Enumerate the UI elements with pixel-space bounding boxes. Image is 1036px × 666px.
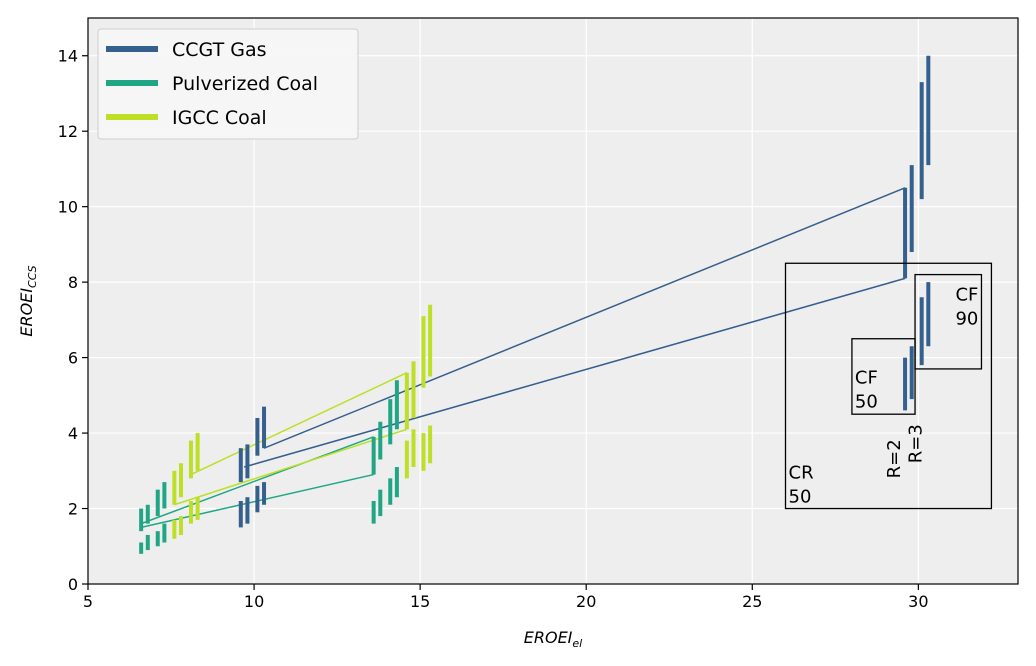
cf-50-box bbox=[851, 338, 916, 415]
annotations: CR 50 CF 50 CF 90 R=2 R=3 bbox=[789, 285, 979, 508]
y-tick-label: 12 bbox=[58, 122, 78, 141]
x-tick-label: 15 bbox=[410, 592, 430, 611]
x-axis-label-sub: el bbox=[572, 637, 582, 650]
x-axis: 5 10 15 20 25 30 bbox=[83, 584, 929, 611]
legend-label-ccgt-gas: CCGT Gas bbox=[172, 39, 267, 61]
cr-50-label-line2: 50 bbox=[789, 487, 812, 508]
legend-label-igcc-coal: IGCC Coal bbox=[172, 107, 267, 129]
y-axis-label-sub: CCS bbox=[26, 265, 39, 288]
y-axis: 0 2 4 6 8 10 12 14 bbox=[58, 47, 88, 594]
grid bbox=[87, 18, 1018, 585]
x-tick-label: 5 bbox=[83, 592, 93, 611]
igcc-coal-trend-line bbox=[174, 428, 408, 506]
legend: CCGT Gas Pulverized Coal IGCC Coal bbox=[97, 28, 359, 140]
ccgt-gas-trend-line bbox=[243, 277, 906, 468]
plot-frame bbox=[87, 17, 1019, 585]
cf-90-label-line2: 90 bbox=[955, 309, 978, 330]
cf-90-box bbox=[914, 273, 983, 370]
x-tick-label: 30 bbox=[908, 592, 928, 611]
ccgt-gas-trend-line bbox=[263, 187, 906, 449]
y-tick-label: 4 bbox=[68, 424, 78, 443]
cr-50-box bbox=[784, 262, 993, 510]
y-tick-label: 0 bbox=[68, 575, 78, 594]
annotation-boxes bbox=[784, 262, 993, 510]
r3-label: R=3 bbox=[906, 424, 927, 463]
error-bars bbox=[139, 55, 931, 554]
legend-box bbox=[97, 28, 359, 140]
pulverized-coal-trend-line bbox=[140, 436, 374, 525]
cf-50-label-line2: 50 bbox=[855, 392, 878, 413]
r2-label: R=2 bbox=[884, 439, 905, 478]
igcc-coal-trend-line bbox=[190, 372, 408, 476]
y-tick-label: 6 bbox=[68, 349, 78, 368]
cf-90-label-line1: CF bbox=[955, 285, 978, 306]
y-tick-label: 2 bbox=[68, 500, 78, 519]
legend-label-pulverized-coal: Pulverized Coal bbox=[172, 73, 318, 95]
cf-50-label-line1: CF bbox=[855, 368, 878, 389]
x-tick-label: 10 bbox=[244, 592, 264, 611]
x-axis-label: EROEIel bbox=[524, 628, 582, 650]
y-tick-label: 8 bbox=[68, 273, 78, 292]
x-tick-label: 25 bbox=[742, 592, 762, 611]
y-tick-label: 14 bbox=[58, 47, 78, 66]
x-axis-label-main: EROEI bbox=[524, 628, 573, 647]
x-tick-label: 20 bbox=[576, 592, 596, 611]
y-axis-label: EROEICCS bbox=[17, 265, 39, 336]
cr-50-label-line1: CR bbox=[789, 463, 814, 484]
y-axis-label-main: EROEI bbox=[17, 288, 36, 337]
y-tick-label: 10 bbox=[58, 198, 78, 217]
series-lines bbox=[140, 187, 906, 529]
